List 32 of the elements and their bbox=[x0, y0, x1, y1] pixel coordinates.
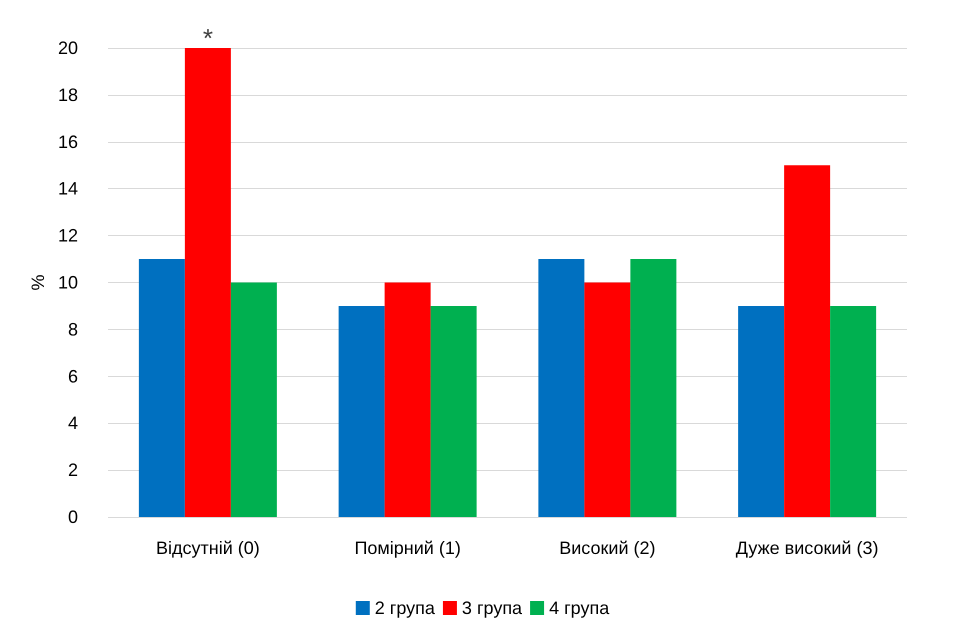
y-tick-label: 12 bbox=[58, 226, 78, 246]
bar bbox=[738, 306, 784, 517]
legend-label: 2 група bbox=[374, 598, 436, 618]
bar bbox=[630, 259, 676, 517]
y-tick-label: 0 bbox=[68, 507, 78, 527]
bar bbox=[230, 282, 277, 517]
x-tick-label: Відсутній (0) bbox=[156, 538, 260, 558]
x-tick-label: Помірний (1) bbox=[354, 538, 461, 558]
y-tick-label: 2 bbox=[68, 460, 78, 480]
y-tick-label: 6 bbox=[68, 366, 78, 386]
y-tick-label: 8 bbox=[68, 319, 78, 340]
bar bbox=[138, 259, 185, 517]
bar bbox=[784, 165, 830, 517]
bar bbox=[384, 282, 431, 517]
bar bbox=[338, 306, 385, 517]
y-tick-label: 4 bbox=[68, 413, 78, 434]
bar bbox=[538, 259, 584, 517]
bar bbox=[184, 48, 231, 517]
legend-label: 3 група bbox=[462, 598, 524, 618]
bar bbox=[830, 306, 876, 517]
y-tick-label: 14 bbox=[58, 178, 78, 199]
bar bbox=[430, 306, 477, 517]
x-tick-label: Високий (2) bbox=[559, 538, 656, 558]
bar bbox=[584, 282, 630, 517]
y-tick-label: 20 bbox=[58, 38, 78, 58]
y-tick-label: 18 bbox=[58, 84, 78, 105]
y-tick-label: 10 bbox=[58, 272, 78, 292]
y-axis-title: % bbox=[28, 274, 48, 291]
x-tick-label: Дуже високий (3) bbox=[736, 538, 878, 558]
legend-label: 4 група bbox=[549, 598, 610, 618]
y-tick-label: 16 bbox=[58, 132, 78, 152]
annotation: * bbox=[202, 23, 213, 53]
